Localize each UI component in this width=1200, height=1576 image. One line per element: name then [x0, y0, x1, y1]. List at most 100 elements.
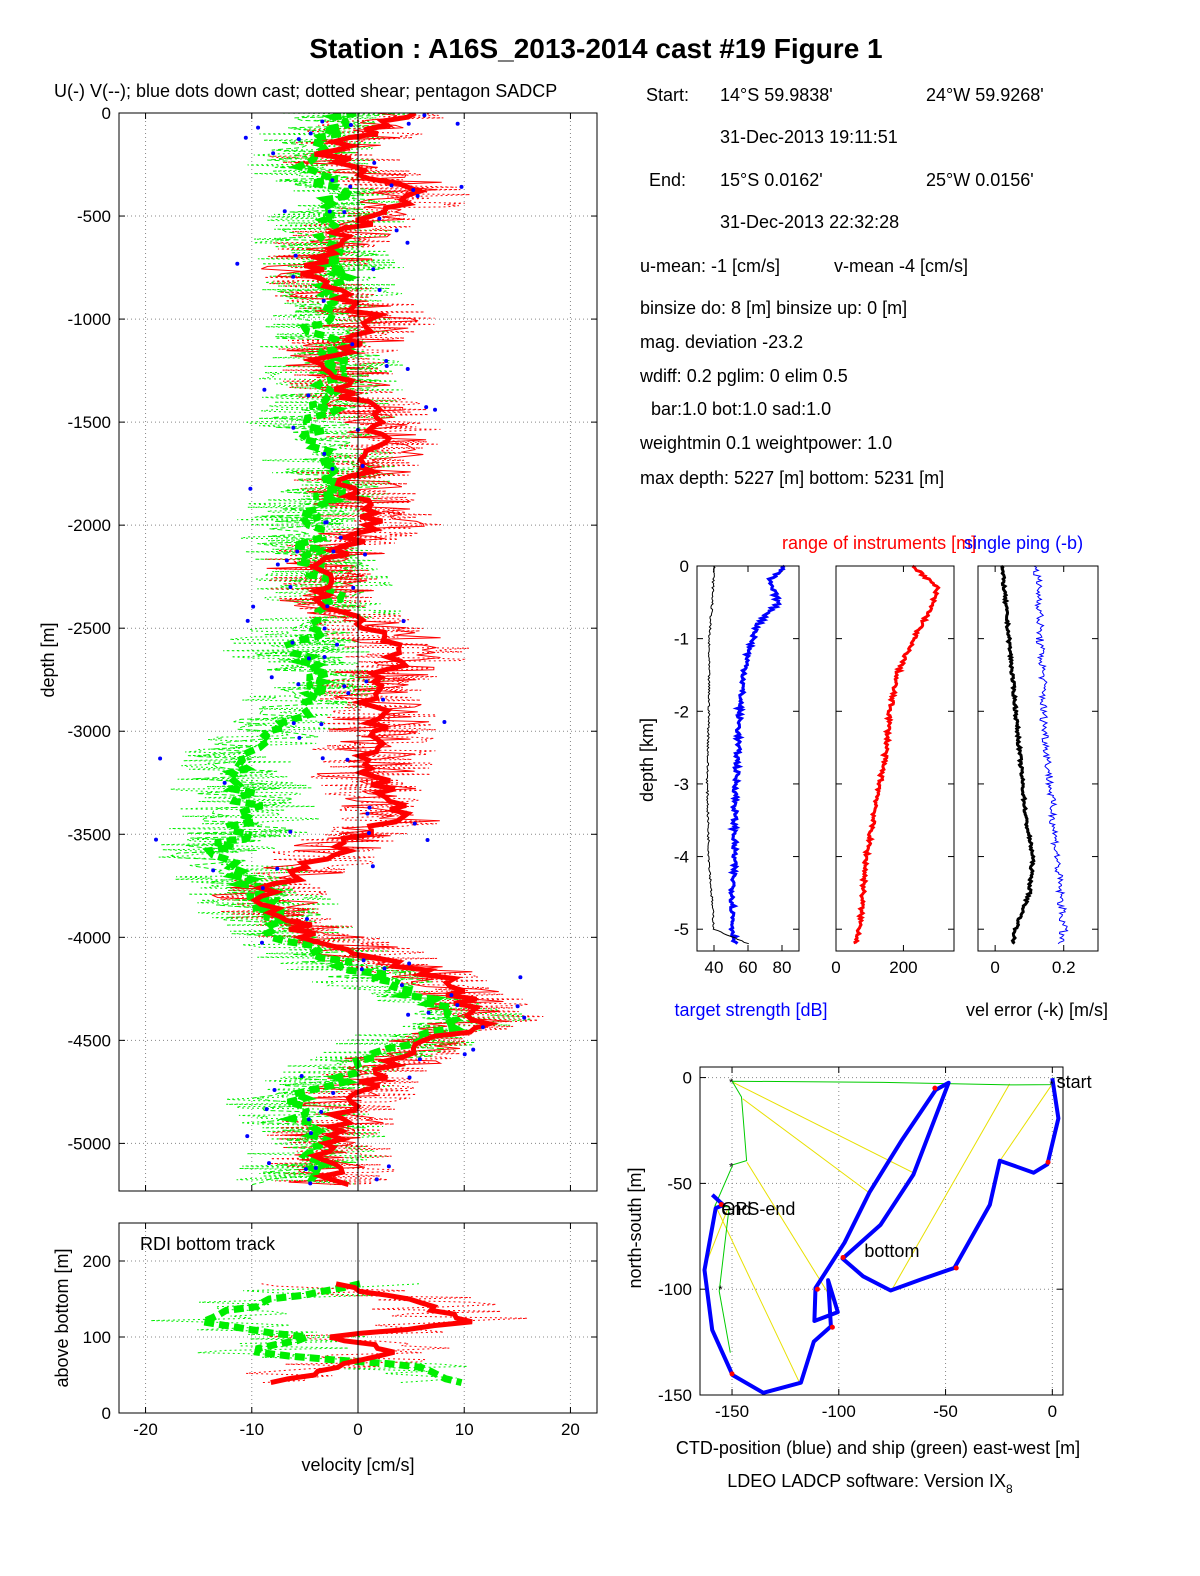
- connector-line: [891, 1083, 1011, 1290]
- y-tick-label: 0: [680, 557, 689, 576]
- y-tick-label: -100: [658, 1280, 692, 1299]
- down-cast-dot: [288, 829, 293, 834]
- depth-info: max depth: 5227 [m] bottom: 5231 [m]: [640, 468, 944, 488]
- ship-track-series: [714, 1077, 1055, 1353]
- down-cast-dot: [293, 253, 298, 258]
- down-cast-dot: [245, 1134, 250, 1139]
- down-cast-dot: [401, 619, 406, 624]
- down-cast-dot: [295, 549, 300, 554]
- y-tick-label: -5000: [68, 1134, 111, 1153]
- down-cast-dot: [248, 486, 253, 491]
- down-cast-dot: [346, 691, 351, 696]
- down-cast-dot: [405, 240, 410, 245]
- start-time: 31-Dec-2013 19:11:51: [720, 127, 898, 147]
- v-mean: v-mean -4 [cm/s]: [834, 256, 968, 276]
- down-cast-dot: [342, 210, 347, 215]
- down-cast-dot: [304, 916, 309, 921]
- down-cast-dot: [515, 1004, 520, 1009]
- down-cast-dot: [245, 618, 250, 623]
- down-cast-dot: [291, 274, 296, 279]
- position-panel: -150 -100 -50 00-50-100-150****startGPS-end…: [625, 1066, 1092, 1458]
- end-lat: 15°S 0.0162': [720, 170, 823, 190]
- bar-weights: bar:1.0 bot:1.0 sad:1.0: [651, 399, 831, 419]
- down-cast-dot: [288, 584, 293, 589]
- ts-ylabel: depth [km]: [637, 718, 657, 802]
- down-cast-dot: [158, 756, 163, 761]
- down-cast-dot: [291, 425, 296, 430]
- down-cast-dot: [335, 642, 340, 647]
- connector-line: [998, 1083, 1053, 1163]
- connector-line: [714, 1204, 801, 1385]
- down-cast-dot: [374, 1177, 379, 1182]
- plot-background: [700, 1067, 1063, 1395]
- down-cast-dot: [384, 359, 389, 364]
- down-cast-dot: [256, 125, 261, 130]
- down-cast-dot: [303, 1167, 308, 1172]
- y-tick-label: -4: [674, 848, 689, 867]
- down-cast-dot: [361, 958, 366, 963]
- ship-marker: *: [729, 1077, 734, 1089]
- down-cast-dot: [426, 1010, 431, 1015]
- down-cast-dot: [275, 562, 280, 567]
- down-cast-dot: [282, 209, 287, 214]
- down-cast-dot: [417, 1057, 422, 1062]
- down-cast-dot: [455, 121, 460, 126]
- down-cast-dot: [350, 342, 355, 347]
- y-tick-label: -3500: [68, 825, 111, 844]
- figure-title: Station : A16S_2013-2014 cast #19 Figure…: [309, 33, 882, 64]
- ctd-marker: [840, 1254, 846, 1260]
- x-tick-label: 0: [1048, 1402, 1057, 1421]
- down-cast-dot: [322, 655, 327, 660]
- plot-background: [836, 566, 954, 951]
- binsize: binsize do: 8 [m] binsize up: 0 [m]: [640, 298, 907, 318]
- down-cast-dot: [331, 549, 336, 554]
- down-cast-dot: [325, 604, 330, 609]
- down-cast-dot: [522, 1015, 527, 1020]
- x-tick-label: 0: [353, 1420, 362, 1439]
- down-cast-dot: [308, 131, 313, 136]
- down-cast-dot: [367, 830, 372, 835]
- plot-background: [697, 566, 799, 951]
- down-cast-dot: [449, 993, 454, 998]
- y-tick-label: -5: [674, 920, 689, 939]
- ctd-marker: [1045, 1159, 1051, 1165]
- down-cast-dot: [372, 160, 377, 165]
- velocity-series-layer: [154, 113, 544, 1187]
- down-cast-dot: [422, 113, 427, 118]
- x-tick-label: 200: [889, 958, 917, 977]
- down-cast-dot: [345, 757, 350, 762]
- down-cast-dot: [342, 684, 347, 689]
- bottom-track-annotation: RDI bottom track: [140, 1234, 276, 1254]
- error-series: [1000, 564, 1036, 945]
- down-cast-dot: [348, 184, 353, 189]
- y-tick-label: -150: [658, 1386, 692, 1405]
- y-tick-label: -500: [77, 207, 111, 226]
- u-mean: u-mean: -1 [cm/s]: [640, 256, 780, 276]
- down-cast-dot: [308, 1131, 313, 1136]
- u-shear-series: [245, 1283, 528, 1384]
- down-cast-dot: [297, 735, 302, 740]
- down-cast-dot: [222, 780, 227, 785]
- connector-line: [746, 1161, 840, 1311]
- down-cast-dot: [306, 393, 311, 398]
- down-cast-dot: [306, 1117, 311, 1122]
- down-cast-dot: [518, 975, 523, 980]
- v-shear-series: [158, 113, 532, 1186]
- plot-frame: [835, 565, 955, 952]
- down-cast-dot: [412, 821, 417, 826]
- down-cast-dot: [296, 137, 301, 142]
- weight-settings: weightmin 0.1 weightpower: 1.0: [639, 433, 892, 453]
- velocity-ylabel: depth [m]: [38, 622, 58, 697]
- position-xlabel: CTD-position (blue) and ship (green) eas…: [676, 1438, 1080, 1458]
- ship-marker: *: [1049, 1079, 1054, 1091]
- down-cast-dot: [407, 1075, 412, 1080]
- ctd-marker: [718, 1202, 724, 1208]
- down-cast-dot: [424, 405, 429, 410]
- down-cast-dot: [271, 151, 276, 156]
- y-tick-label: -1500: [68, 413, 111, 432]
- down-cast-dot: [389, 183, 394, 188]
- down-cast-dot: [275, 866, 280, 871]
- down-cast-dot: [459, 184, 464, 189]
- y-tick-label: 0: [102, 104, 111, 123]
